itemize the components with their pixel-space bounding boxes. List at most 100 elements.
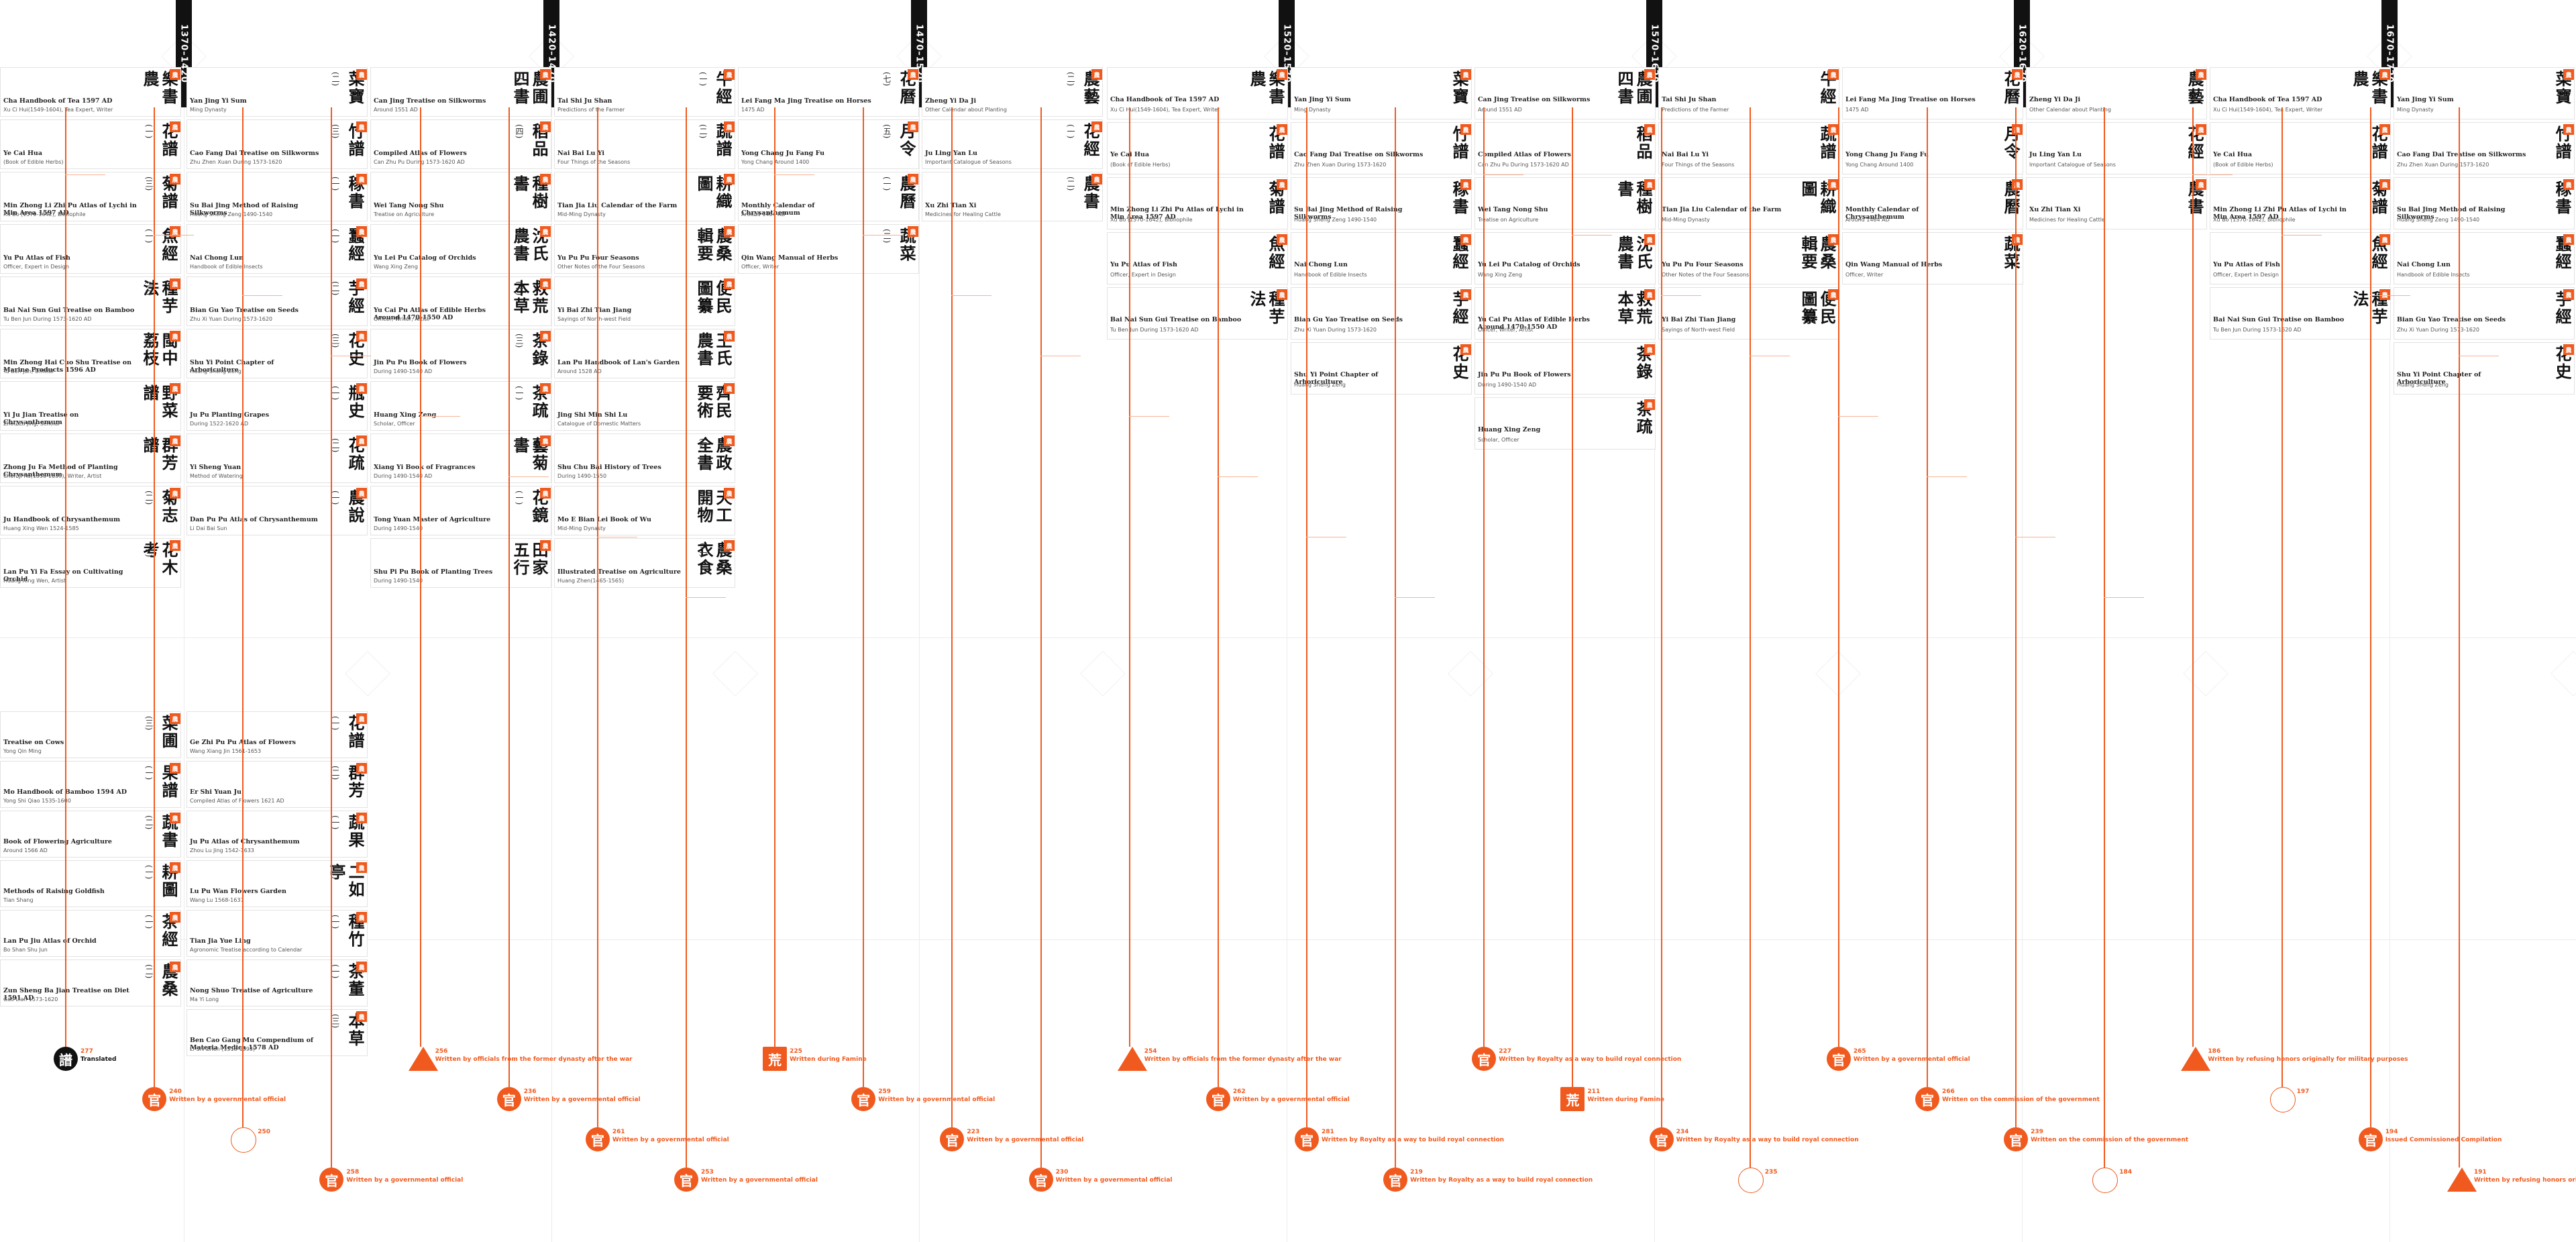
book-card[interactable]: 農桑衣食 (二) 農 Illustrated Treatise on Agricult…	[554, 538, 735, 588]
book-card[interactable]: 種芋法 (二) 農 Bai Nai Sun Gui Treatise on Bambo…	[0, 276, 181, 326]
book-card[interactable]: 蔬書 (二) 農 Book of Flowering Agriculture Aroun…	[0, 811, 181, 858]
book-card[interactable]: 便民圖纂農 Yi Bai Zhi Tian Jiang Sayings of Nor…	[1658, 287, 1839, 340]
book-card[interactable]: 蔬果 (一) 農 Ju Pu Atlas of Chrysanthemum Zhou L…	[186, 811, 368, 858]
book-card[interactable]: 農曆 (一) 農 Monthly Calendar of Chrysanthemum A…	[738, 172, 919, 221]
book-card[interactable]: 竹譜農 Cao Fang Dai Treatise on Silkworms Zhu…	[1291, 122, 1472, 174]
category-marker-icon[interactable]: 官	[2004, 1127, 2029, 1151]
book-card[interactable]: 茶錄 (三) 農 Jin Pu Pu Book of Flowers During 14…	[370, 329, 551, 378]
book-card[interactable]: 菜寶農 Yan Jing Yi Sum Ming Dynasty	[2394, 67, 2575, 119]
book-card[interactable]: 耕織圖農 Tian Jia Liu Calendar of the Farm Mid…	[1658, 177, 1839, 229]
book-card[interactable]: 救荒本草農 Yu Cai Pu Atlas of Edible Herbs Aro…	[1474, 287, 1656, 340]
book-card[interactable]: 農圃四書 (一) 農 Can Jing Treatise on Silkworms Ar…	[370, 67, 551, 117]
book-card[interactable]: 蔬譜 (二) 農 Nai Bai Lu Yi Four Things of the Se…	[554, 119, 735, 169]
book-card[interactable]: 野菜譜 (一) 農 Yi Ju Jian Treatise on Chrysanthe…	[0, 381, 181, 431]
book-card[interactable]: 農曆農 Monthly Calendar of Chrysanthemum Arou…	[1842, 177, 2023, 229]
category-marker-icon[interactable]: 譜	[54, 1047, 78, 1071]
book-card[interactable]: 稻品 (四) 農 Compiled Atlas of Flowers Can Zhu P…	[370, 119, 551, 169]
book-card[interactable]: 菊譜 (三) 農 Min Zhong Li Zhi Pu Atlas of Lychi…	[0, 172, 181, 221]
book-card[interactable]: 菜圃 (三) 農 Treatise on Cows Yong Qin Ming	[0, 711, 181, 758]
book-card[interactable]: 茶經 (一) 農 Lan Pu Jiu Atlas of Orchid Bo Shan …	[0, 910, 181, 957]
book-card[interactable]: 茶董 (一) 農 Nong Shuo Treatise of Agriculture M…	[186, 960, 368, 1006]
book-card[interactable]: 種竹 (一) 農 Tian Jia Yue Ling Agronomic Treatis…	[186, 910, 368, 957]
book-card[interactable]: 農桑輯要 (三) 農 Yu Pu Pu Four Seasons Other Notes…	[554, 224, 735, 274]
book-card[interactable]: 閩中荔枝 (三) 農 Min Zhong Hai Cuo Shu Treatise o…	[0, 329, 181, 378]
book-card[interactable]: 魚經農 Yu Pu Atlas of Fish Officer, Expert in…	[1107, 232, 1288, 284]
book-card[interactable]: 農桑輯要農 Yu Pu Pu Four Seasons Other Notes of…	[1658, 232, 1839, 284]
book-card[interactable]: 瓶史 (一) 農 Ju Pu Planting Grapes During 1522-1…	[186, 381, 368, 431]
category-marker-icon[interactable]	[2447, 1168, 2477, 1192]
book-card[interactable]: 竹譜農 Cao Fang Dai Treatise on Silkworms Zhu…	[2394, 122, 2575, 174]
book-card[interactable]: 藝菊書 (四) 農 Xiang Yi Book of Fragrances During…	[370, 433, 551, 483]
book-card[interactable]: 花經農 Ju Ling Yan Lu Important Catalogue of …	[2026, 122, 2207, 174]
book-card[interactable]: 種樹書 (一) 農 Wei Tang Nong Shu Treatise on Agri…	[370, 172, 551, 221]
book-card[interactable]: 花曆 (七) 農 Lei Fang Ma Jing Treatise on Horse…	[738, 67, 919, 117]
book-card[interactable]: 花經 (一) 農 Ju Ling Yan Lu Important Catalogue …	[922, 119, 1103, 169]
category-marker-icon[interactable]	[231, 1127, 257, 1153]
book-card[interactable]: 菜寶 (二) 農 Yan Jing Yi Sum Ming Dynasty	[186, 67, 368, 117]
book-card[interactable]: 花曆農 Lei Fang Ma Jing Treatise on Horses 14…	[1842, 67, 2023, 119]
book-card[interactable]: 稻品農 Compiled Atlas of Flowers Can Zhu Pu D…	[1474, 122, 1656, 174]
book-card[interactable]: 芋經 (二) 農 Bian Gu Yao Treatise on Seeds Zhu X…	[186, 276, 368, 326]
book-card[interactable]: 花鏡 (一) 農 Tong Yuan Master of Agriculture Dur…	[370, 486, 551, 535]
book-card[interactable]: 沈氏農書 (二) 農 Yu Lei Pu Catalog of Orchids Wang…	[370, 224, 551, 274]
book-card[interactable]: 花史農 Shu Yi Point Chapter of Arboriculture…	[2394, 342, 2575, 395]
category-marker-icon[interactable]: 荒	[1560, 1087, 1585, 1111]
book-card[interactable]: 農政全書 (四) 農 Shu Chu Bai History of Trees Duri…	[554, 433, 735, 483]
category-marker-icon[interactable]	[1117, 1047, 1147, 1071]
category-marker-icon[interactable]: 官	[585, 1127, 610, 1151]
category-marker-icon[interactable]: 官	[1295, 1127, 1319, 1151]
category-marker-icon[interactable]: 荒	[763, 1047, 788, 1071]
book-card[interactable]: 花木考 (一) 農 Lan Pu Yi Fa Essay on Cultivating…	[0, 538, 181, 588]
book-card[interactable]: 蔬譜農 Nai Bai Lu Yi Four Things of the Seaso…	[1658, 122, 1839, 174]
category-marker-icon[interactable]	[2269, 1087, 2296, 1112]
category-marker-icon[interactable]: 官	[1826, 1047, 1851, 1071]
category-marker-icon[interactable]	[408, 1047, 438, 1071]
book-card[interactable]: 茶疏農 Huang Xing Zeng Scholar, Officer	[1474, 397, 1656, 450]
book-card[interactable]: 芋經農 Bian Gu Yao Treatise on Seeds Zhu Xi Y…	[2394, 287, 2575, 340]
book-card[interactable]: 花譜農 Ye Cai Hua (Book of Edible Herbs)	[1107, 122, 1288, 174]
book-card[interactable]: 蔬菜農 Qin Wang Manual of Herbs Officer, Writ…	[1842, 232, 2023, 284]
book-card[interactable]: 蠶經農 Nai Chong Lun Handbook of Edible Insec…	[1291, 232, 1472, 284]
book-card[interactable]: 茶錄農 Jin Pu Pu Book of Flowers During 1490-…	[1474, 342, 1656, 395]
category-marker-icon[interactable]: 官	[2358, 1127, 2383, 1151]
book-card[interactable]: 農藝 (二) 農 Zheng Yi Da Ji Other Calendar about…	[922, 67, 1103, 117]
book-card[interactable]: 耕圖 (一) 農 Methods of Raising Goldfish Tian Sh…	[0, 860, 181, 907]
category-marker-icon[interactable]	[1737, 1168, 1764, 1193]
book-card[interactable]: 二如亭 (二) 農 Lu Pu Wan Flowers Garden Wang Lu 1…	[186, 860, 368, 907]
book-card[interactable]: 月令農 Yong Chang Ju Fang Fu Yong Chang Aroun…	[1842, 122, 2023, 174]
category-marker-icon[interactable]: 官	[1472, 1047, 1497, 1071]
book-card[interactable]: 花疏 (二) 農 Yi Sheng Yuan Method of Watering	[186, 433, 368, 483]
category-marker-icon[interactable]	[2092, 1168, 2118, 1193]
book-card[interactable]: 樂書農農 Cha Handbook of Tea 1597 AD Xu Ci Hui…	[1107, 67, 1288, 119]
book-card[interactable]: 蠶經農 Nai Chong Lun Handbook of Edible Insec…	[2394, 232, 2575, 284]
book-card[interactable]: 花史 (三) 農 Shu Yi Point Chapter of Arboricult…	[186, 329, 368, 378]
book-card[interactable]: 農藝農 Zheng Yi Da Ji Other Calendar about Pl…	[2026, 67, 2207, 119]
book-card[interactable]: 花史農 Shu Yi Point Chapter of Arboriculture…	[1291, 342, 1472, 395]
book-card[interactable]: 稼書農 Su Bai Jing Method of Raising Silkwor…	[2394, 177, 2575, 229]
book-card[interactable]: 沈氏農書農 Yu Lei Pu Catalog of Orchids Wang Xi…	[1474, 232, 1656, 284]
book-card[interactable]: 蠶經 (一) 農 Nai Chong Lun Handbook of Edible In…	[186, 224, 368, 274]
category-marker-icon[interactable]: 官	[1383, 1168, 1408, 1192]
book-card[interactable]: 農書農 Xu Zhi Tian Xi Medicines for Healing C…	[2026, 177, 2207, 229]
book-card[interactable]: 魚經農 Yu Pu Atlas of Fish Officer, Expert in…	[2210, 232, 2391, 284]
book-card[interactable]: 菊志 (二) 農 Ju Handbook of Chrysanthemum Huang …	[0, 486, 181, 535]
book-card[interactable]: 竹譜 (三) 農 Cao Fang Dai Treatise on Silkworms…	[186, 119, 368, 169]
book-card[interactable]: 農書 (二) 農 Xu Zhi Tian Xi Medicines for Healin…	[922, 172, 1103, 221]
book-card[interactable]: 牛經 (一) 農 Tai Shi Ju Shan Predictions of the …	[554, 67, 735, 117]
book-card[interactable]: 本草 (三) 農 Ben Cao Gang Mu Compendium of Mate…	[186, 1009, 368, 1056]
book-card[interactable]: 群芳譜 (一) 農 Zhong Ju Fa Method of Planting Ch…	[0, 433, 181, 483]
book-card[interactable]: 群芳 (二) 農 Er Shi Yuan Ju Compiled Atlas of Fl…	[186, 761, 368, 808]
book-card[interactable]: 齊民要術 (一) 農 Jing Shi Min Shi Lu Catalogue of …	[554, 381, 735, 431]
book-card[interactable]: 耕織圖 (一) 農 Tian Jia Liu Calendar of the Farm…	[554, 172, 735, 221]
book-card[interactable]: 花譜 (一) 農 Ge Zhi Pu Pu Atlas of Flowers Wang …	[186, 711, 368, 758]
book-card[interactable]: 魚經 (一) 農 Yu Pu Atlas of Fish Officer, Expert…	[0, 224, 181, 274]
book-card[interactable]: 花譜農 Ye Cai Hua (Book of Edible Herbs)	[2210, 122, 2391, 174]
book-card[interactable]: 菜寶農 Yan Jing Yi Sum Ming Dynasty	[1291, 67, 1472, 119]
book-card[interactable]: 牛經農 Tai Shi Ju Shan Predictions of the Far…	[1658, 67, 1839, 119]
book-card[interactable]: 田家五行 (一) 農 Shu Pi Pu Book of Planting Trees…	[370, 538, 551, 588]
book-card[interactable]: 稼書 (一) 農 Su Bai Jing Method of Raising Silk…	[186, 172, 368, 221]
book-card[interactable]: 菊譜農 Min Zhong Li Zhi Pu Atlas of Lychi in…	[2210, 177, 2391, 229]
category-marker-icon[interactable]: 官	[851, 1087, 876, 1111]
